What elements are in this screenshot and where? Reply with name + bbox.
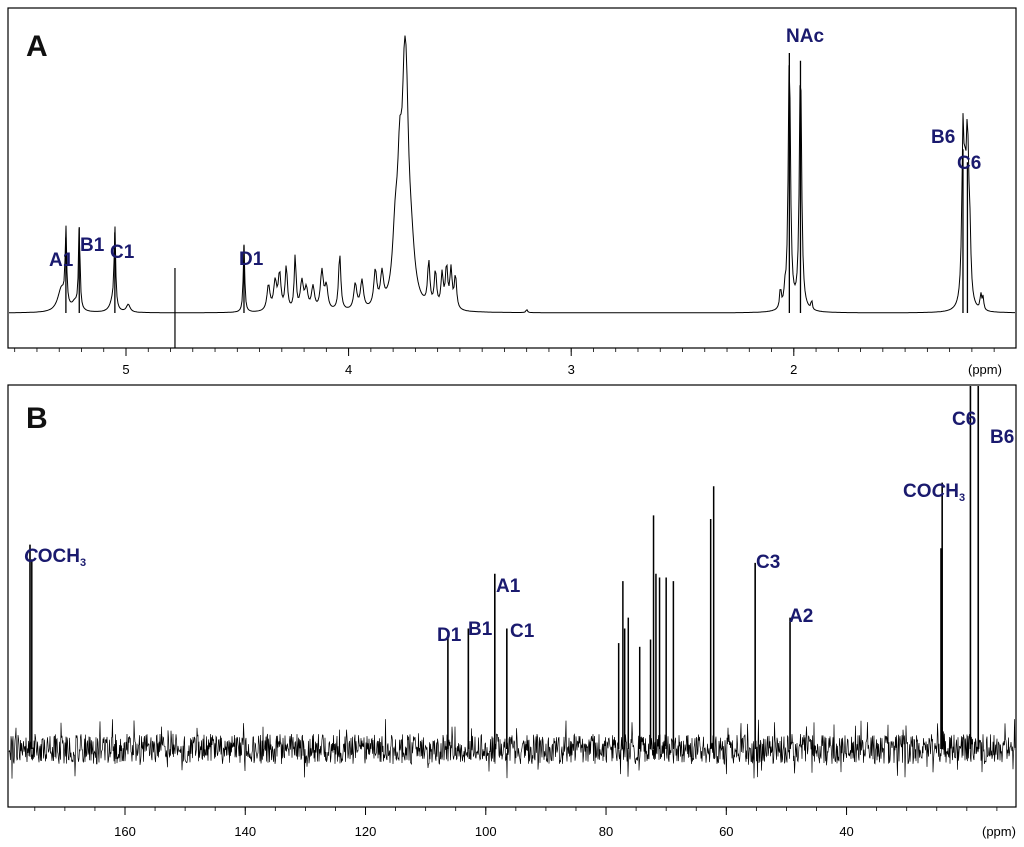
peak-label-a1: A1 bbox=[496, 576, 521, 597]
x-tick-label-5: 5 bbox=[122, 362, 129, 377]
peak-label-a2: A2 bbox=[789, 606, 813, 627]
panel-a-unit-label: (ppm) bbox=[968, 362, 1002, 377]
x-tick-label-140: 140 bbox=[234, 824, 256, 839]
panel-b-letter: B bbox=[26, 402, 48, 435]
panel-a-spectrum bbox=[9, 35, 1015, 348]
x-tick-label-40: 40 bbox=[839, 824, 853, 839]
peak-label-b6: B6 bbox=[990, 427, 1014, 448]
peak-label-b6: B6 bbox=[931, 127, 955, 148]
x-tick-label-3: 3 bbox=[568, 362, 575, 377]
peak-label-c3: C3 bbox=[756, 552, 780, 573]
x-tick-label-100: 100 bbox=[475, 824, 497, 839]
panel-a-frame bbox=[7, 7, 1017, 349]
panel-b-frame bbox=[7, 384, 1017, 808]
peak-label-c6: C6 bbox=[952, 409, 976, 430]
peak-label-coch3-carbonyl: COCH3 bbox=[24, 546, 86, 569]
peak-label-d1: D1 bbox=[239, 249, 264, 270]
x-tick-label-120: 120 bbox=[355, 824, 377, 839]
peak-label-a1: A1 bbox=[49, 250, 74, 271]
x-tick-label-60: 60 bbox=[719, 824, 733, 839]
peak-label-nac: NAc bbox=[786, 26, 824, 47]
carbon-noise-baseline bbox=[8, 719, 1016, 779]
panel-a-x-axis: 5 4 3 2 bbox=[14, 348, 995, 377]
x-tick-label-4: 4 bbox=[345, 362, 352, 377]
peak-label-c1: C1 bbox=[110, 242, 135, 263]
panel-b-spectrum bbox=[8, 386, 1016, 779]
x-tick-label-160: 160 bbox=[114, 824, 136, 839]
panel-b-unit-label: (ppm) bbox=[982, 824, 1016, 839]
x-tick-label-80: 80 bbox=[599, 824, 613, 839]
x-tick-label-2: 2 bbox=[790, 362, 797, 377]
peak-label-b1: B1 bbox=[468, 619, 493, 640]
peak-label-coch3-methyl: COCH3 bbox=[903, 481, 965, 504]
peak-label-d1: D1 bbox=[437, 625, 462, 646]
panel-b-x-axis: 160 140 120 100 80 60 40 bbox=[34, 807, 998, 839]
peak-label-c6: C6 bbox=[957, 153, 981, 174]
proton-spectrum-trace bbox=[9, 35, 1015, 314]
panel-a-letter: A bbox=[26, 30, 48, 63]
peak-label-c1: C1 bbox=[510, 621, 535, 642]
peak-label-b1: B1 bbox=[80, 235, 105, 256]
